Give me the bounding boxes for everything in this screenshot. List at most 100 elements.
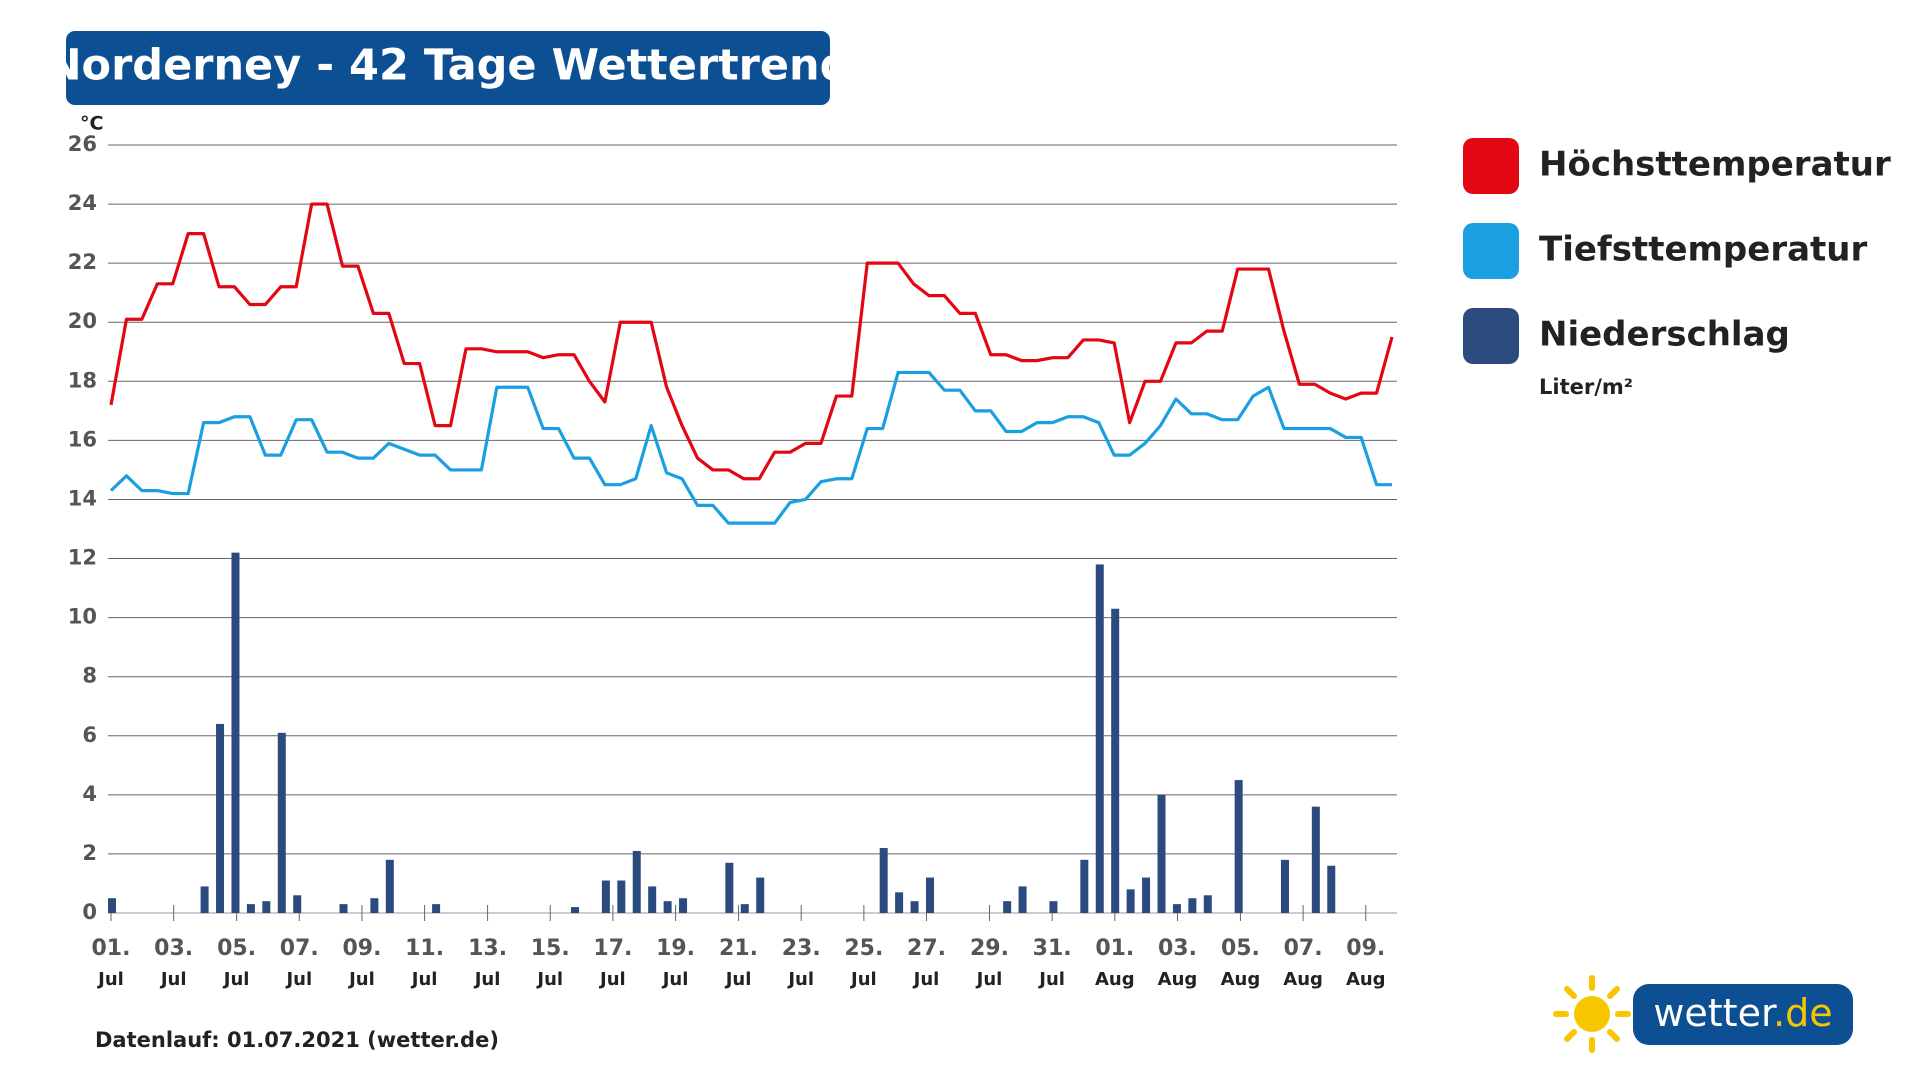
bar [910,901,919,913]
x-tick-label-part: 11. [405,936,444,961]
y-tick-label: 14 [68,486,97,510]
x-tick-label-part: 17. [593,936,632,961]
bar [277,732,286,913]
y-tick-label: 2 [82,841,97,865]
bar [601,880,610,913]
x-tick-label-part: Jul [96,969,124,990]
logo-text: wetter.de [1653,991,1832,1035]
bar [231,552,240,913]
x-tick-label-part: Jul [284,969,312,990]
x-tick-label-part: Aug [1346,969,1386,990]
bar [1080,859,1089,913]
x-tick-label: 09. Aug [1346,936,1386,990]
bar [1111,608,1120,913]
x-tick-label: 01. Aug [1095,936,1135,990]
bar [432,904,441,913]
x-tick-label: 05. Jul [217,936,256,990]
logo: wetter.de [1553,975,1853,1053]
y-tick-label: 0 [82,900,97,924]
x-tick-label: 17. Jul [593,936,632,990]
x-tick-label-part: Jul [786,969,814,990]
y-tick-label: 20 [68,309,97,333]
x-tick-label-part: Jul [912,969,940,990]
legend-swatch [1463,308,1519,364]
bar [1095,564,1104,913]
x-tick-label: 05. Aug [1221,936,1261,990]
x-tick-label-part: 05. [217,936,256,961]
y-tick-label: 4 [82,782,97,806]
legend-label: Niederschlag [1539,315,1790,355]
bar [895,892,904,913]
bar [1172,904,1181,913]
x-tick-label-part: Jul [975,969,1003,990]
x-tick-label-part: 09. [1346,936,1385,961]
x-tick-label: 31. Jul [1033,936,1072,990]
bar [648,886,657,913]
x-tick-label: 03. Aug [1158,936,1198,990]
bar [262,901,271,913]
legend-swatch [1463,223,1519,279]
x-tick-label-part: 31. [1033,936,1072,961]
x-tick-label-part: 27. [907,936,946,961]
y-tick-label: 16 [68,427,97,451]
x-tick-label-part: Aug [1095,969,1135,990]
x-tick-label-part: Jul [598,969,626,990]
x-tick-label-part: Jul [473,969,501,990]
x-tick-label: 29. Jul [970,936,1009,990]
x-tick-label-part: 01. [92,936,131,961]
x-tick-label: 27. Jul [907,936,946,990]
x-tick-label-part: 01. [1095,936,1134,961]
x-tick-label-part: Jul [661,969,689,990]
y-axis-label: °C [80,113,103,135]
bar [1126,889,1135,913]
y-tick-label: 8 [82,664,97,688]
x-tick-label-part: Jul [159,969,187,990]
x-tick-label: 11. Jul [405,936,444,990]
bar [246,904,255,913]
bar [339,904,348,913]
bar [1280,859,1289,913]
bar [679,898,688,913]
bar [632,850,641,913]
logo-suffix: .de [1773,991,1833,1035]
y-tick-label: 22 [68,250,97,274]
x-tick-label: 19. Jul [656,936,695,990]
x-tick-label-part: Aug [1158,969,1198,990]
x-tick-label-part: 09. [342,936,381,961]
x-tick-label-part: Jul [222,969,250,990]
x-tick-label-part: Jul [849,969,877,990]
bar [740,904,749,913]
bar [663,901,672,913]
bar [1157,794,1166,913]
title-box [66,31,830,105]
bar [725,862,734,913]
x-tick-label: 09. Jul [342,936,381,990]
bar [1188,898,1197,913]
legend-label: Tiefsttemperatur [1539,230,1867,270]
line [109,370,1392,525]
bar [1234,780,1243,913]
bar [108,898,116,913]
x-tick-label-part: Jul [535,969,563,990]
x-tick-label-part: Aug [1221,969,1261,990]
bar [370,898,379,913]
bar [1142,877,1151,913]
legend-label: Höchsttemperatur [1539,145,1891,185]
y-tick-label: 6 [82,723,97,747]
bar [1049,901,1058,913]
y-tick-label: 26 [68,132,97,156]
x-tick-label-part: Jul [724,969,752,990]
x-tick-label-part: 23. [782,936,821,961]
x-tick-label-part: 19. [656,936,695,961]
sun [1574,996,1610,1032]
x-tick-label-part: 03. [1158,936,1197,961]
x-tick-label-part: Jul [347,969,375,990]
x-tick-label: 01. Jul [92,936,131,990]
y-tick-label: 18 [68,368,97,392]
x-tick-label: 15. Jul [531,936,570,990]
x-tick-label: 21. Jul [719,936,758,990]
bar [617,880,626,913]
bar [1003,901,1012,913]
